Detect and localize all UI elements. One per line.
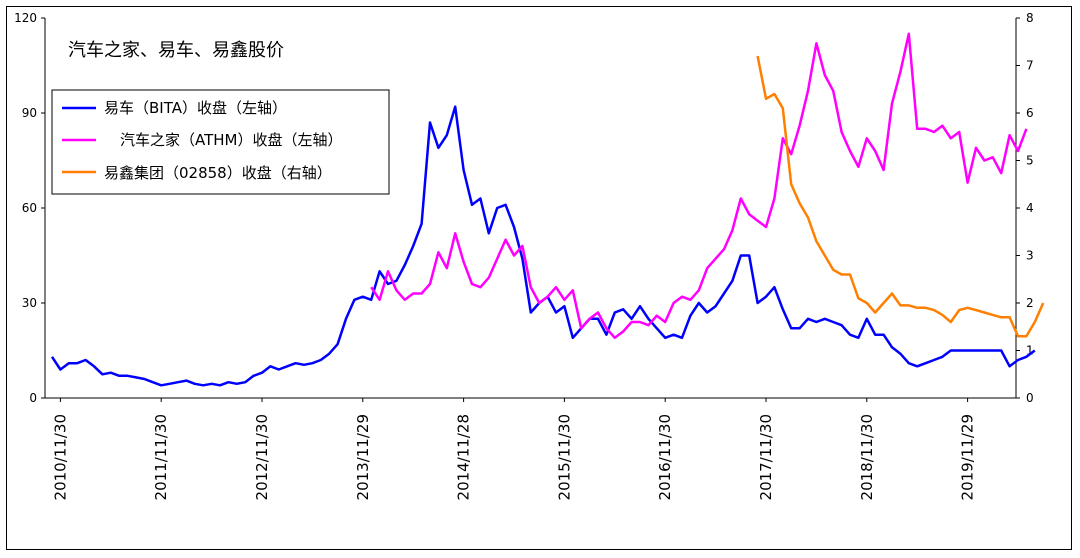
x-tick-label: 2012/11/30 xyxy=(253,414,271,500)
y-left-tick-label: 90 xyxy=(22,106,37,120)
y-left-tick-label: 120 xyxy=(14,11,37,25)
x-tick-label: 2015/11/30 xyxy=(555,414,573,500)
y-right-tick-label: 5 xyxy=(1026,154,1034,168)
series-line-1 xyxy=(370,32,1028,340)
x-tick-label: 2017/11/30 xyxy=(757,414,775,500)
x-tick-label: 2014/11/28 xyxy=(455,414,473,500)
x-tick-label: 2011/11/30 xyxy=(152,414,170,500)
x-tick-label: 2016/11/30 xyxy=(656,414,674,500)
x-tick-label: 2019/11/29 xyxy=(959,414,977,500)
series-layer xyxy=(50,32,1045,387)
y-right-tick-label: 1 xyxy=(1026,344,1034,358)
y-left-tick-label: 60 xyxy=(22,201,37,215)
legend-label-athm: 汽车之家（ATHM）收盘（左轴） xyxy=(120,131,342,149)
legend: 易车（BITA）收盘（左轴） 汽车之家（ATHM）收盘（左轴） 易鑫集团（028… xyxy=(51,89,390,195)
y-right-tick-label: 2 xyxy=(1026,296,1034,310)
y-right-tick-label: 3 xyxy=(1026,249,1034,263)
x-tick-label: 2010/11/30 xyxy=(51,414,69,500)
legend-label-bita: 易车（BITA）收盘（左轴） xyxy=(104,99,287,117)
axes: 0 30 60 90 120 0 1 2 3 4 5 6 7 8 2010/11/30 2011/11/30 2… xyxy=(14,11,1034,500)
y-right-tick-label: 4 xyxy=(1026,201,1034,215)
x-tick-label: 2018/11/30 xyxy=(858,414,876,500)
chart-title: 汽车之家、易车、易鑫股价 xyxy=(68,40,284,61)
y-right-tick-label: 7 xyxy=(1026,59,1034,73)
series-line-2 xyxy=(756,55,1045,338)
y-right-tick-label: 6 xyxy=(1026,106,1034,120)
y-right-tick-label: 8 xyxy=(1026,11,1034,25)
legend-label-yixin: 易鑫集团（02858）收盘（右轴） xyxy=(104,164,332,182)
y-left-tick-label: 0 xyxy=(29,391,37,405)
x-tick-label: 2013/11/29 xyxy=(354,414,372,500)
y-right-tick-label: 0 xyxy=(1026,391,1034,405)
y-left-tick-label: 30 xyxy=(22,296,37,310)
